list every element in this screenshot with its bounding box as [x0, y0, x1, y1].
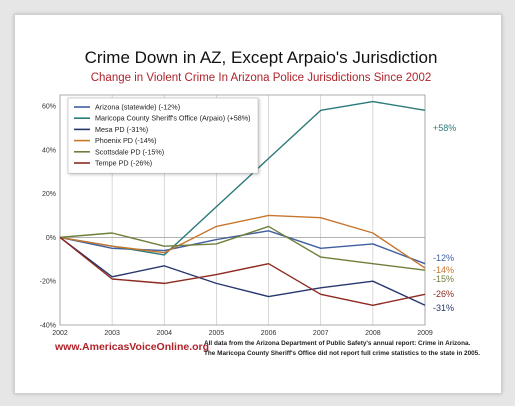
series-line-4 — [59, 225, 426, 271]
end-label: -12% — [433, 253, 454, 263]
line-chart: Crime Down in AZ, Except Arpaio's Jurisd… — [40, 48, 481, 357]
legend: Arizona (statewide) (-12%) Maricopa Count… — [67, 97, 259, 174]
legend-entry: Arizona (statewide) (-12%) — [95, 103, 180, 112]
x-tick-label: 2008 — [365, 330, 381, 337]
x-tick-label: 2009 — [417, 330, 433, 337]
legend-entry: Mesa PD (-31%) — [95, 125, 148, 134]
series-line-3 — [59, 214, 426, 269]
chart-subtitle: Change in Violent Crime In Arizona Polic… — [91, 72, 432, 84]
y-tick-label: -40% — [40, 323, 56, 330]
chart-title: Crime Down in AZ, Except Arpaio's Jurisd… — [85, 48, 438, 67]
end-label: -14% — [433, 265, 454, 275]
end-label: -31% — [433, 303, 454, 313]
legend-entry: Maricopa County Sheriff's Office (Arpaio… — [95, 114, 251, 123]
legend-entry: Scottsdale PD (-15%) — [95, 147, 164, 156]
series-line-2 — [59, 236, 426, 306]
series-lines — [59, 100, 426, 306]
axes: 60% 40% 20% 0% -20% -40%2002 2003 2004 2005 2006 2… — [40, 103, 433, 337]
x-tick-label: 2006 — [261, 330, 277, 337]
legend-entry: Phoenix PD (-14%) — [95, 136, 157, 145]
series-line-5 — [59, 236, 426, 306]
chart-frame: Crime Down in AZ, Except Arpaio's Jurisd… — [14, 14, 502, 394]
x-tick-label: 2003 — [104, 330, 120, 337]
x-tick-label: 2004 — [156, 330, 172, 337]
y-tick-label: 0% — [46, 235, 56, 242]
end-label: -26% — [433, 289, 454, 299]
end-label: +58% — [433, 123, 456, 133]
end-labels: -12% +58% -31% -14%-15% -26% — [433, 123, 456, 313]
x-tick-label: 2002 — [52, 330, 68, 337]
legend-entry: Tempe PD (-26%) — [95, 159, 152, 168]
website-link[interactable]: www.AmericasVoiceOnline.org — [54, 341, 209, 353]
x-tick-label: 2007 — [313, 330, 329, 337]
y-tick-label: 40% — [42, 147, 56, 154]
y-tick-label: 20% — [42, 191, 56, 198]
footnote-line-1: All data from the Arizona Department of … — [204, 340, 471, 347]
x-tick-label: 2005 — [209, 330, 225, 337]
plot-border — [59, 94, 426, 326]
y-tick-label: 60% — [42, 103, 56, 110]
end-label: -15% — [433, 274, 454, 284]
footnote-line-2: The Maricopa County Sheriff's Office did… — [204, 350, 480, 357]
legend-box — [67, 97, 259, 174]
y-tick-label: -20% — [40, 279, 56, 286]
